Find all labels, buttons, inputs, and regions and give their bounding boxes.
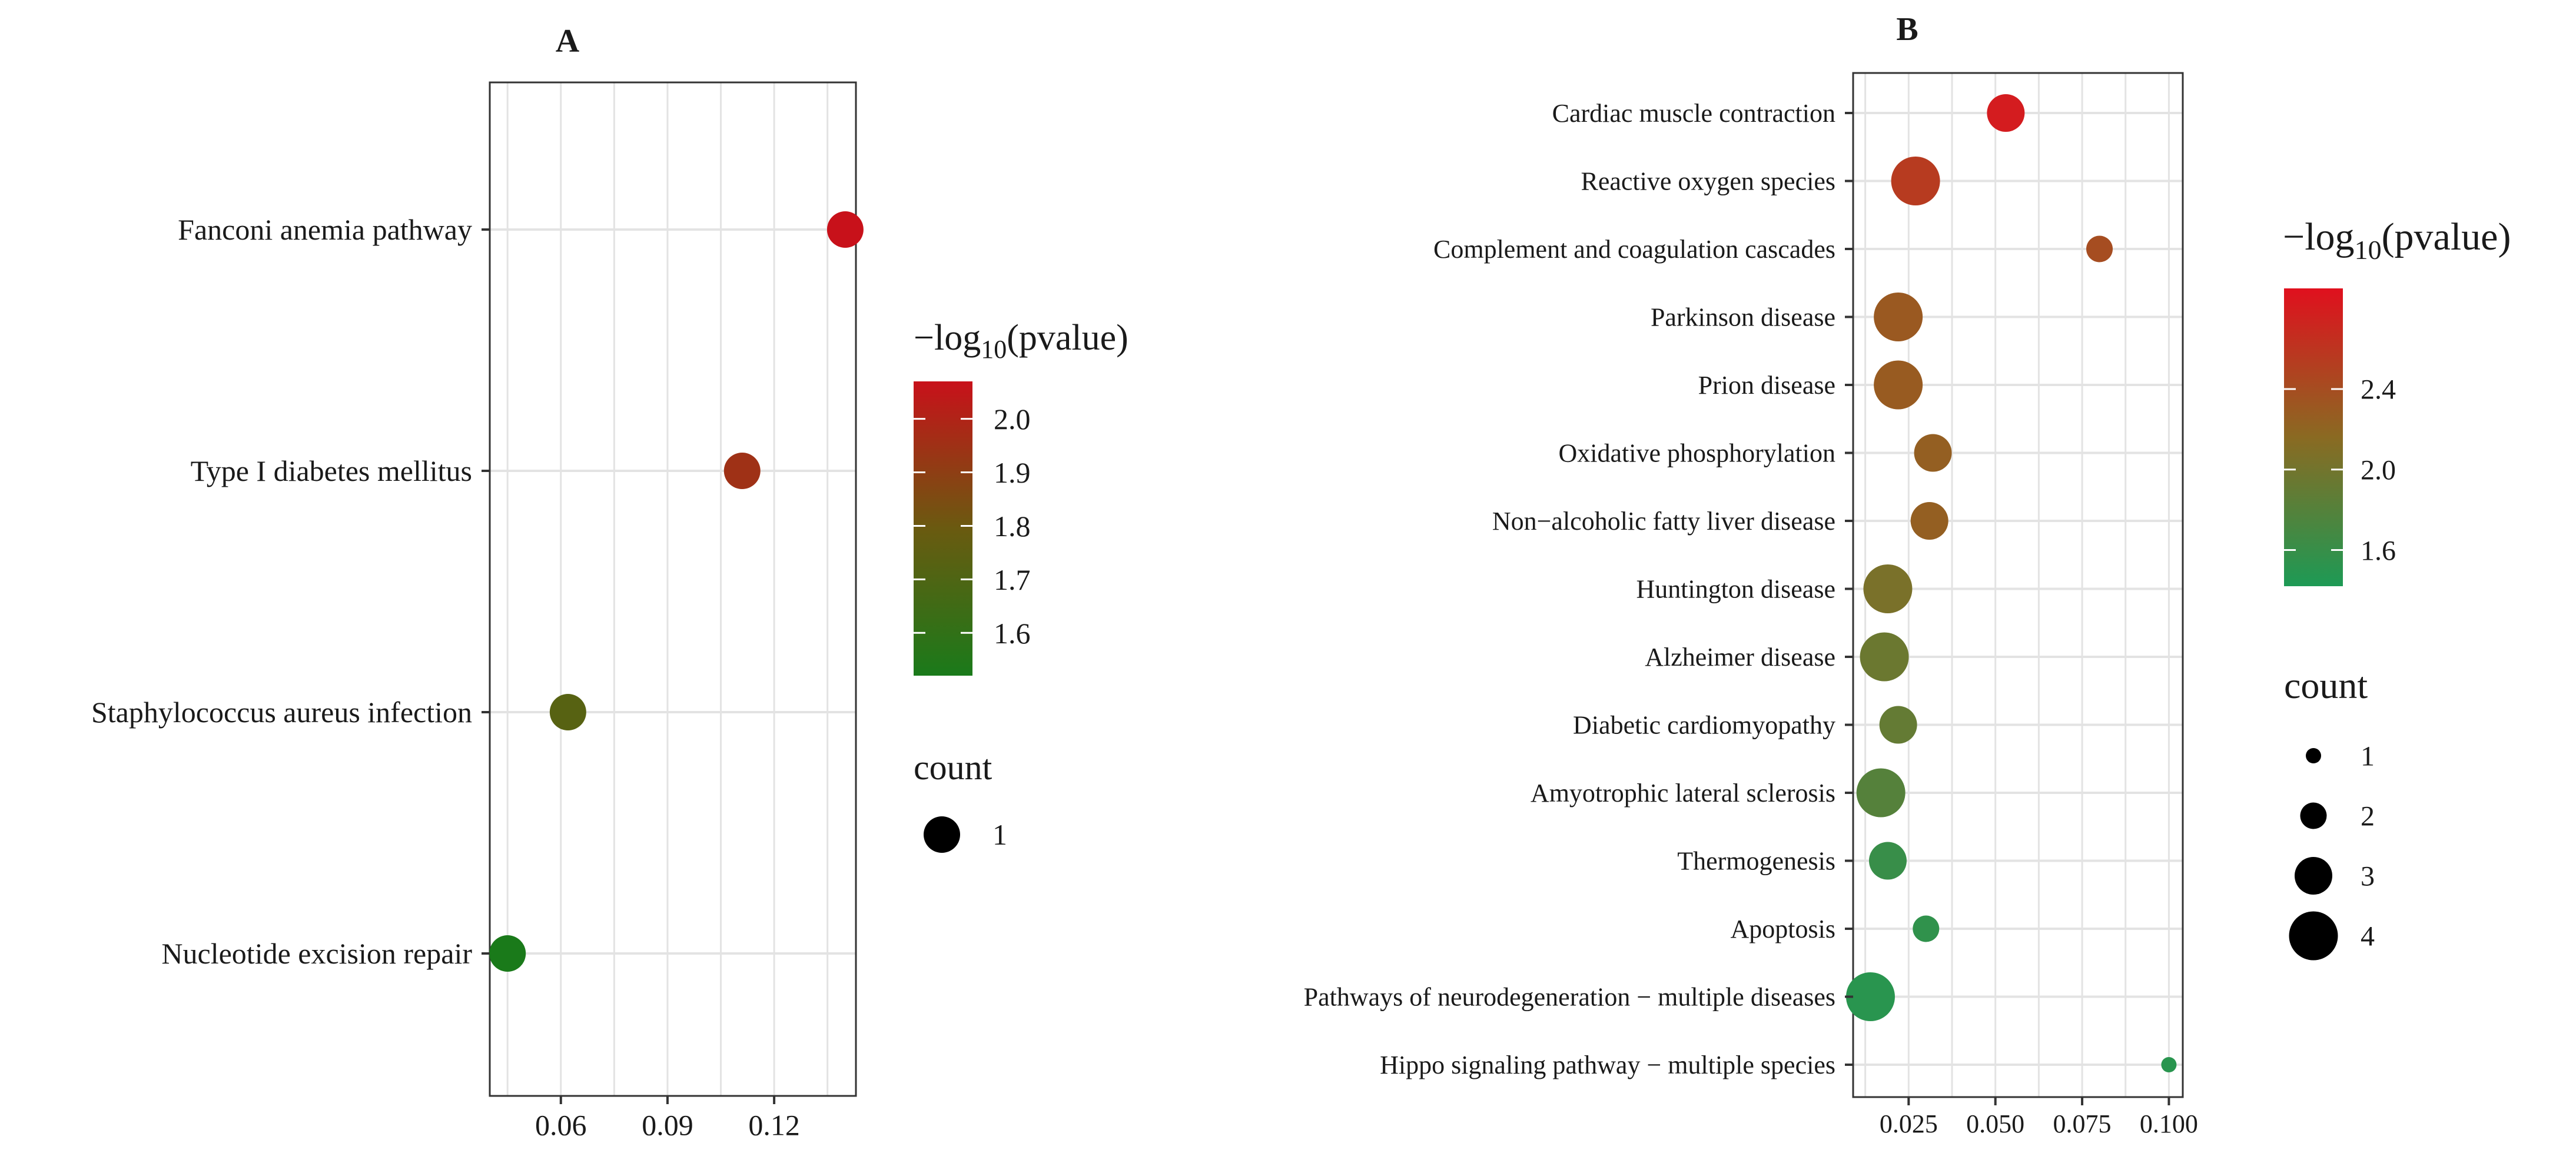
category-label: Diabetic cardiomyopathy [1573, 710, 1835, 739]
category-label: Non−alcoholic fatty liver disease [1492, 507, 1835, 536]
category-label: Nucleotide excision repair [161, 937, 472, 970]
colorbar-tick-label: 1.8 [994, 510, 1031, 543]
category-label: Parkinson disease [1651, 303, 1835, 331]
x-tick-label: 0.050 [1966, 1109, 2024, 1138]
data-point [1860, 632, 1909, 682]
size-legend-label: 1 [992, 818, 1007, 851]
panel-b-size-legend-title: count [2284, 664, 2368, 706]
panel-b-colorbar [2284, 288, 2343, 586]
panel-a-size-legend-items: 1 [924, 816, 1007, 853]
panel-b-colorbar-ticks: 2.4 2.0 1.6 [2284, 374, 2396, 566]
size-legend-label: 2 [2361, 800, 2375, 832]
panel-a-x-axis: 0.06 0.09 0.12 [535, 1096, 800, 1142]
panel-a-size-legend-title: count [914, 748, 992, 787]
category-label: Reactive oxygen species [1581, 167, 1835, 195]
x-tick-label: 0.025 [1880, 1109, 1938, 1138]
data-point [2086, 235, 2113, 262]
x-tick-label: 0.12 [748, 1109, 800, 1142]
category-label: Thermogenesis [1677, 846, 1835, 875]
panel-a-points [489, 211, 864, 972]
category-label: Hippo signaling pathway − multiple speci… [1380, 1051, 1835, 1079]
size-legend-label: 1 [2361, 740, 2375, 772]
data-point [2161, 1057, 2177, 1072]
panel-a-color-legend: −log10(pvalue) 2.0 1.9 1.8 1.7 1.6 [914, 318, 1128, 676]
panel-a-gridlines [490, 82, 856, 1096]
x-tick-label: 0.09 [642, 1109, 693, 1142]
data-point [1863, 564, 1913, 613]
category-label: Type I diabetes mellitus [191, 454, 472, 487]
size-legend-label: 3 [2361, 860, 2375, 892]
panel-b-category-labels: Cardiac muscle contraction Reactive oxyge… [1304, 99, 1853, 1079]
panel-b-size-legend: count 1 2 3 4 [2284, 664, 2375, 961]
colorbar-tick-label: 2.0 [2361, 455, 2396, 486]
data-point [1913, 915, 1940, 942]
data-point [1856, 768, 1906, 818]
panel-a: A Fanconi anemia pathway Type I diabetes … [91, 23, 1128, 1142]
size-legend-dot [2300, 802, 2327, 829]
category-label: Prion disease [1698, 371, 1835, 400]
category-label: Huntington disease [1636, 574, 1835, 603]
x-tick-label: 0.100 [2140, 1109, 2198, 1138]
data-point [1874, 360, 1923, 410]
colorbar-tick-label: 1.6 [2361, 535, 2396, 566]
category-label: Amyotrophic lateral sclerosis [1531, 779, 1835, 808]
data-point [1891, 157, 1940, 205]
category-label: Complement and coagulation cascades [1433, 235, 1835, 264]
panel-a-colorbar [914, 381, 972, 676]
data-point [1868, 842, 1907, 880]
data-point [1845, 972, 1895, 1021]
colorbar-tick-label: 1.9 [994, 456, 1031, 489]
x-tick-label: 0.075 [2053, 1109, 2112, 1138]
panel-b-plot-border [1852, 72, 2184, 1098]
colorbar-tick-label: 1.6 [994, 617, 1031, 650]
panel-a-size-legend: count 1 [914, 748, 1007, 853]
data-point [723, 453, 761, 489]
panel-a-colorbar-ticks: 2.0 1.9 1.8 1.7 1.6 [914, 403, 1031, 650]
data-point [1874, 293, 1923, 341]
panel-a-category-labels: Fanconi anemia pathway Type I diabetes me… [91, 213, 490, 970]
category-label: Cardiac muscle contraction [1552, 99, 1835, 128]
data-point [549, 694, 586, 730]
category-label: Alzheimer disease [1645, 643, 1835, 672]
panel-b-points [1845, 94, 2177, 1072]
data-point [1879, 706, 1917, 744]
size-legend-dot [924, 816, 960, 853]
category-label: Staphylococcus aureus infection [91, 696, 472, 729]
panel-a-title: A [556, 23, 580, 59]
panel-b-x-axis: 0.025 0.050 0.075 0.100 [1880, 1097, 2198, 1138]
data-point [1987, 94, 2025, 132]
size-legend-dot [2306, 748, 2321, 763]
category-label: Fanconi anemia pathway [178, 213, 472, 246]
panel-b-size-legend-items: 1 2 3 4 [2289, 740, 2375, 961]
panel-a-plot-border [489, 81, 857, 1097]
size-legend-label: 4 [2361, 921, 2375, 952]
data-point [1910, 502, 1948, 540]
category-label: Apoptosis [1731, 915, 1835, 943]
size-legend-dot [2289, 911, 2338, 961]
category-label: Oxidative phosphorylation [1559, 438, 1836, 467]
panel-b: B Cardiac muscle contraction Reactive oxy… [1304, 11, 2511, 1138]
colorbar-tick-label: 2.0 [994, 403, 1031, 436]
size-legend-dot [2295, 857, 2332, 895]
x-tick-label: 0.06 [535, 1109, 587, 1142]
colorbar-tick-label: 2.4 [2361, 374, 2396, 406]
panel-b-color-legend: −log10(pvalue) 2.4 2.0 1.6 [2283, 215, 2511, 586]
panel-b-title: B [1896, 11, 1918, 48]
colorbar-tick-label: 1.7 [994, 563, 1031, 596]
data-point [1914, 434, 1952, 472]
panel-b-color-legend-title: −log10(pvalue) [2283, 215, 2511, 265]
data-point [489, 935, 526, 972]
category-label: Pathways of neurodegeneration − multiple… [1304, 982, 1835, 1011]
data-point [826, 211, 864, 248]
panel-a-color-legend-title: −log10(pvalue) [914, 318, 1128, 364]
